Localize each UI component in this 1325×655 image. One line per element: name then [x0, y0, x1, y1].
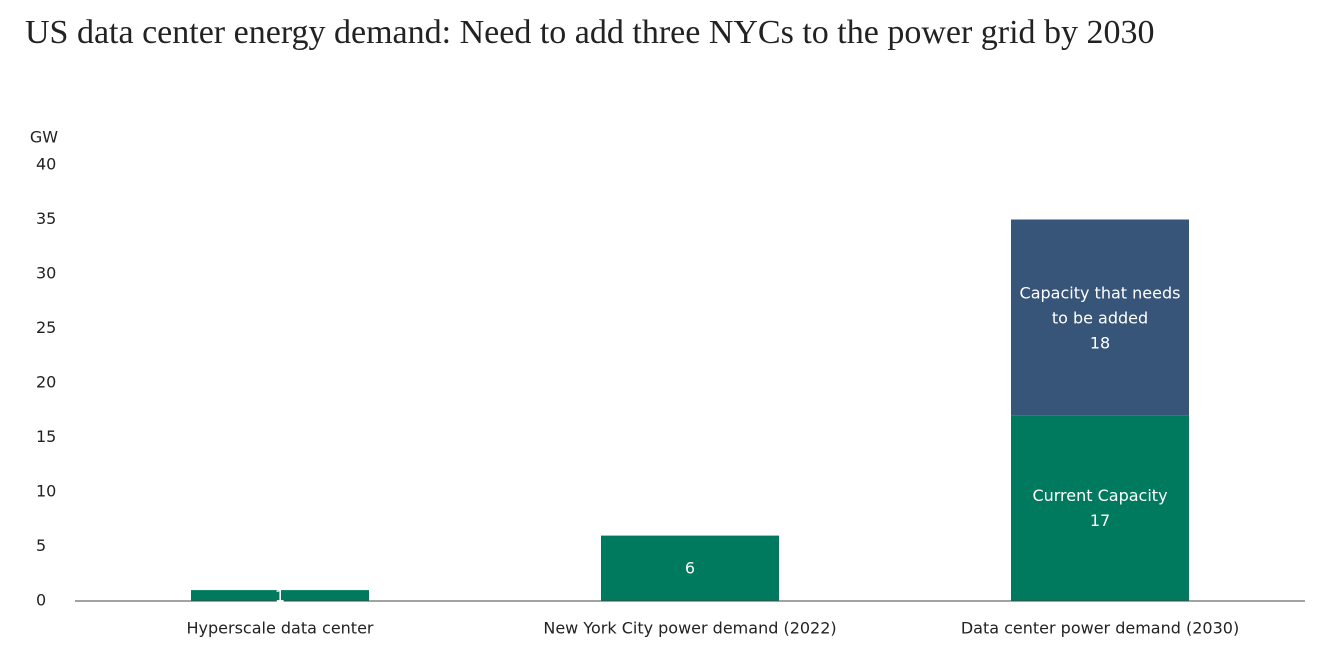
chart-title: US data center energy demand: Need to ad…: [25, 14, 1155, 51]
value-label: 17: [1089, 511, 1111, 531]
bar-segment: [1011, 415, 1189, 601]
y-tick-label: 30: [36, 264, 56, 283]
y-tick-label: 20: [36, 373, 56, 392]
value-label: 6: [684, 558, 696, 578]
y-axis-label: GW: [30, 128, 58, 147]
bar-label: Current Capacity 17: [1015, 483, 1185, 533]
y-tick-label: 25: [36, 318, 56, 337]
bar-segment: [1011, 219, 1189, 416]
bar-label: 1: [195, 583, 365, 608]
y-tick-label: 35: [36, 209, 56, 228]
segment-name: Current Capacity: [1032, 486, 1168, 506]
bar-label: Capacity that needs to be added 18: [1015, 280, 1185, 355]
bar-label: 6: [605, 556, 775, 581]
x-tick-label: Data center power demand (2030): [961, 619, 1239, 638]
x-tick-label: Hyperscale data center: [187, 619, 374, 638]
value-label: 1: [274, 586, 286, 606]
x-tick-label: New York City power demand (2022): [543, 619, 836, 638]
segment-name: Capacity that needs to be added: [1019, 283, 1181, 328]
y-tick-label: 5: [36, 536, 46, 555]
y-tick-label: 15: [36, 427, 56, 446]
y-tick-label: 0: [36, 591, 46, 610]
bar-segment: [191, 590, 369, 601]
y-tick-label: 40: [36, 155, 56, 174]
bar-segment: [601, 535, 779, 601]
value-label: 18: [1089, 333, 1111, 353]
y-tick-label: 10: [36, 482, 56, 501]
